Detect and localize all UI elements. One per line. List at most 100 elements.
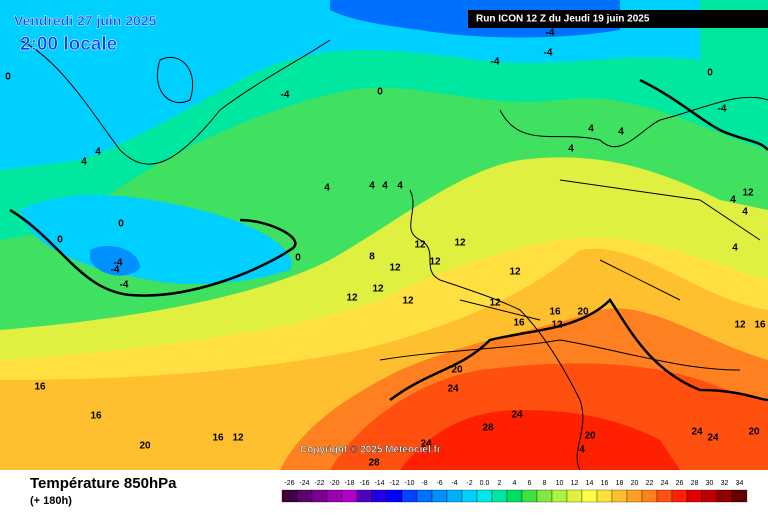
scale-label: 28 xyxy=(691,480,699,487)
scale-swatch xyxy=(701,489,718,503)
scale-label: 10 xyxy=(556,480,564,487)
lead-time: (+ 180h) xyxy=(30,495,72,507)
contour-label: 4 xyxy=(732,243,738,254)
contour-label: 12 xyxy=(742,188,754,199)
contour-label: 12 xyxy=(551,320,563,331)
scale-label: -24 xyxy=(299,480,309,487)
scale-swatch xyxy=(296,489,313,503)
contour-label: 12 xyxy=(372,284,384,295)
contour-label: 12 xyxy=(402,296,414,307)
scale-swatch xyxy=(626,489,643,503)
contour-label: 24 xyxy=(447,384,459,395)
scale-label: -4 xyxy=(451,480,457,487)
contour-label: 0 xyxy=(377,87,383,98)
scale-swatch xyxy=(641,489,658,503)
scale-swatch xyxy=(281,489,298,503)
contour-label: 4 xyxy=(382,181,388,192)
contour-label: 4 xyxy=(95,147,101,158)
contour-label: 4 xyxy=(81,157,87,168)
scale-swatch xyxy=(686,489,703,503)
contour-label: -4 xyxy=(718,104,727,115)
contour-label: 4 xyxy=(588,124,594,135)
forecast-time: 2:00 locale xyxy=(20,34,117,55)
scale-label: -22 xyxy=(314,480,324,487)
scale-swatch xyxy=(416,489,433,503)
contour-label: 0 xyxy=(707,68,713,79)
contour-label: 16 xyxy=(90,411,102,422)
scale-label: 6 xyxy=(528,480,532,487)
scale-label: -20 xyxy=(329,480,339,487)
scale-swatch xyxy=(431,489,448,503)
scale-label: 34 xyxy=(736,480,744,487)
contour-label: 4 xyxy=(730,195,736,206)
scale-swatch xyxy=(566,489,583,503)
contour-label: 8 xyxy=(369,252,375,263)
scale-swatch xyxy=(581,489,598,503)
contour-label: 4 xyxy=(579,445,585,456)
scale-swatch xyxy=(311,489,328,503)
scale-label: 20 xyxy=(631,480,639,487)
contour-label: 16 xyxy=(34,382,46,393)
contour-label: 12 xyxy=(489,298,501,309)
scale-swatch xyxy=(401,489,418,503)
contour-label: -4 xyxy=(281,90,290,101)
scale-label: -2 xyxy=(466,480,472,487)
scale-swatch xyxy=(356,489,373,503)
scale-label: 24 xyxy=(661,480,669,487)
contour-label: 28 xyxy=(482,423,494,434)
contour-label: 0 xyxy=(295,253,301,264)
contour-label: 4 xyxy=(742,207,748,218)
contour-label: -4 xyxy=(120,280,129,291)
contour-label: -4 xyxy=(544,48,553,59)
contour-label: 20 xyxy=(748,427,760,438)
contour-label: -4 xyxy=(114,258,123,269)
contour-label: 0 xyxy=(5,72,11,83)
contour-label: 20 xyxy=(139,441,151,452)
scale-swatch xyxy=(611,489,628,503)
scale-label: 22 xyxy=(646,480,654,487)
contour-label: 20 xyxy=(577,307,589,318)
scale-swatch xyxy=(536,489,553,503)
scale-swatch xyxy=(371,489,388,503)
contour-label: 24 xyxy=(707,433,719,444)
contour-label: 20 xyxy=(451,365,463,376)
scale-swatch xyxy=(326,489,343,503)
contour-label: 16 xyxy=(754,320,766,331)
scale-label: 2 xyxy=(498,480,502,487)
contour-label: 12 xyxy=(429,257,441,268)
scale-swatch xyxy=(341,489,358,503)
contour-label: -4 xyxy=(546,28,555,39)
scale-label: -10 xyxy=(404,480,414,487)
contour-label: 12 xyxy=(389,263,401,274)
contour-label: 24 xyxy=(420,439,432,450)
scale-swatch xyxy=(386,489,403,503)
scale-swatch xyxy=(731,489,748,503)
scale-label: 12 xyxy=(571,480,579,487)
scale-label: 4 xyxy=(513,480,517,487)
scale-label: 26 xyxy=(676,480,684,487)
scale-swatch xyxy=(491,489,508,503)
contour-label: 16 xyxy=(513,318,525,329)
scale-swatch xyxy=(551,489,568,503)
scale-swatch xyxy=(461,489,478,503)
contour-label: -4 xyxy=(491,57,500,68)
scale-label: 18 xyxy=(616,480,624,487)
run-info: Run ICON 12 Z du Jeudi 19 juin 2025 xyxy=(476,14,650,25)
scale-label: -6 xyxy=(436,480,442,487)
scale-swatch xyxy=(656,489,673,503)
contour-label: 28 xyxy=(368,458,380,469)
contour-label: 12 xyxy=(509,267,521,278)
contour-label: 24 xyxy=(691,427,703,438)
contour-label: 12 xyxy=(346,293,358,304)
scale-swatch xyxy=(596,489,613,503)
forecast-date: Vendredi 27 juin 2025 xyxy=(14,13,157,29)
scale-swatch xyxy=(446,489,463,503)
scale-label: -26 xyxy=(284,480,294,487)
color-scale: -26 -24 -22 -20 -18 -16 -14 -12 -10 -8 -6 -4 -2 0.0 2 4… xyxy=(281,480,748,503)
scale-label: 0.0 xyxy=(480,480,490,487)
contour-label: 12 xyxy=(232,433,244,444)
contour-label: 0 xyxy=(57,235,63,246)
scale-label: -18 xyxy=(344,480,354,487)
